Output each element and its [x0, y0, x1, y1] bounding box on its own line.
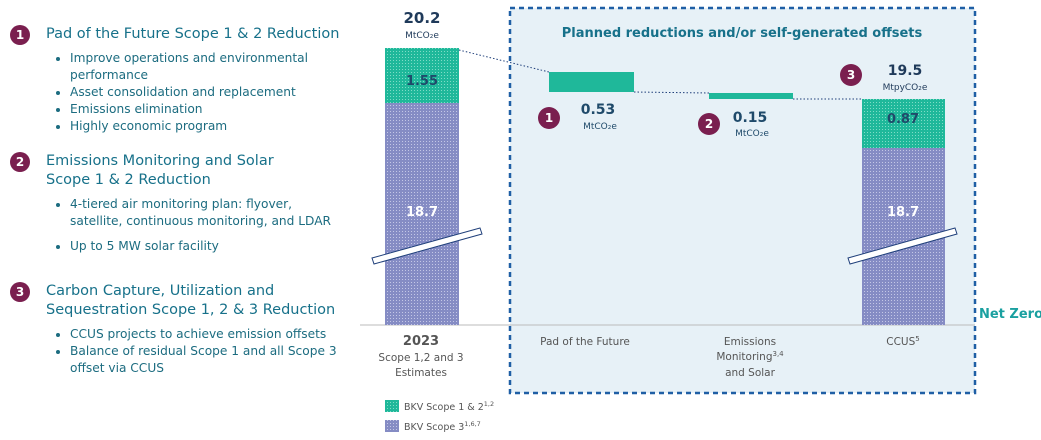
scope12-bar — [862, 99, 945, 148]
badge-number: 3 — [847, 68, 855, 82]
badge — [698, 113, 720, 135]
legend-text: BKV Scope 1 & 2 — [404, 402, 484, 413]
legend-label: BKV Scope 31,6,7 — [404, 420, 481, 433]
item: 3 Carbon Capture, Utilization and Seques… — [10, 282, 340, 377]
badge-number: 2 — [705, 117, 713, 131]
bullet: Up to 5 MW solar facility — [70, 238, 340, 255]
bullet: 4-tiered air monitoring plan: flyover, s… — [70, 196, 340, 230]
superscript: 5 — [915, 335, 919, 343]
item: 2 Emissions Monitoring and Solar Scope 1… — [10, 152, 340, 255]
bullets: CCUS projects to achieve emission offset… — [56, 326, 340, 377]
reduction-bar — [549, 72, 634, 92]
legend-text: BKV Scope 3 — [404, 422, 464, 433]
label-text: CCUS — [886, 336, 915, 348]
item-title: Carbon Capture, Utilization and — [46, 283, 275, 299]
unit: MtCO₂e — [583, 122, 617, 132]
legend-label: BKV Scope 1 & 21,2 — [404, 400, 494, 413]
x-label: Pad of the Future — [540, 336, 630, 348]
legend-swatch — [385, 420, 399, 432]
total-label: 19.5 — [888, 63, 923, 79]
box-title: Planned reductions and/or self-generated… — [562, 26, 923, 41]
x-label: Estimates — [395, 367, 447, 379]
item-title: Pad of the Future Scope 1 & 2 Reduction — [46, 26, 340, 42]
item-title: Scope 1 & 2 Reduction — [46, 172, 211, 188]
x-label: Scope 1,2 and 3 — [378, 352, 463, 364]
label-text: Monitoring — [716, 351, 772, 363]
axis-break — [371, 227, 483, 265]
superscript: 1,6,7 — [464, 420, 481, 428]
item-title: Sequestration Scope 1, 2 & 3 Reduction — [46, 302, 336, 318]
x-label: CCUS5 — [886, 335, 919, 348]
badge — [840, 64, 862, 86]
axis-break — [847, 227, 958, 265]
bullet: Highly economic program — [70, 118, 340, 135]
scope3-label: 18.7 — [887, 205, 919, 220]
value-label: 0.53 — [581, 102, 616, 118]
unit: MtpyCO₂e — [883, 83, 928, 93]
bullet: Balance of residual Scope 1 and all Scop… — [70, 343, 340, 377]
badge: 2 — [10, 152, 30, 172]
badge: 3 — [10, 282, 30, 302]
scope12-bar — [385, 48, 459, 103]
superscript: 3,4 — [773, 350, 785, 358]
scope3-bar — [385, 103, 459, 325]
connector — [458, 49, 862, 100]
badge-number: 1 — [545, 111, 553, 125]
bullet: Emissions elimination — [70, 101, 340, 118]
unit: MtCO₂e — [405, 31, 439, 41]
x-label: Emissions — [724, 336, 776, 348]
badge: 1 — [10, 25, 30, 45]
bullet: Improve operations and environmental per… — [70, 50, 340, 84]
badge — [538, 107, 560, 129]
legend-swatch — [385, 400, 399, 412]
scope12-label: 0.87 — [887, 112, 919, 127]
x-label: 2023 — [403, 334, 439, 349]
bullets: Improve operations and environmental per… — [56, 50, 340, 135]
total-label: 20.2 — [403, 9, 440, 27]
bullet: Asset consolidation and replacement — [70, 84, 340, 101]
item-title: Emissions Monitoring and Solar — [46, 153, 274, 169]
item: 1 Pad of the Future Scope 1 & 2 Reductio… — [10, 25, 340, 135]
net-zero-label: Net Zero — [979, 307, 1041, 322]
x-label: and Solar — [725, 367, 776, 379]
scope12-label: 1.55 — [406, 74, 438, 89]
bullet: CCUS projects to achieve emission offset… — [70, 326, 340, 343]
unit: MtCO₂e — [735, 129, 769, 139]
scope3-label: 18.7 — [406, 205, 438, 220]
value-label: 0.15 — [733, 110, 768, 126]
bullets: 4-tiered air monitoring plan: flyover, s… — [56, 196, 340, 255]
x-label: Monitoring3,4 — [716, 350, 784, 363]
reduction-bar — [709, 93, 793, 99]
superscript: 1,2 — [484, 400, 494, 408]
